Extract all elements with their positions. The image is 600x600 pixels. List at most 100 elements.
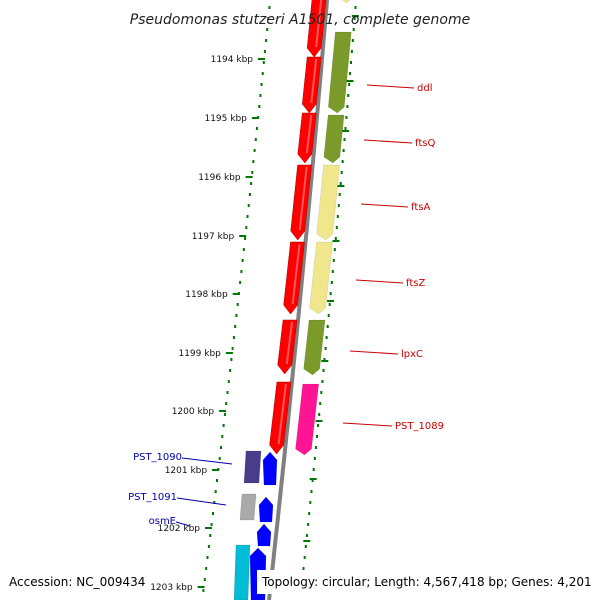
- guide-dot: [252, 160, 255, 163]
- feature-block-cyan: [233, 544, 251, 600]
- tick-mark: [239, 235, 247, 237]
- guide-dot: [242, 248, 245, 251]
- tick-mark: [197, 586, 205, 588]
- guide-dot: [253, 149, 256, 152]
- guide-dot: [255, 127, 258, 130]
- guide-dot: [221, 435, 224, 438]
- guide-dot: [212, 512, 214, 515]
- guide-dot: [302, 567, 305, 570]
- guide-dot: [321, 380, 324, 383]
- tick-label: 1197 kbp: [192, 232, 235, 242]
- gene-labels: ddl ftsQ ftsA ftsZ lpxC PST_1089 PST_1090 PST_1…: [128, 83, 444, 527]
- gene-label-lpxc: lpxC: [401, 349, 423, 360]
- guide-dot: [240, 270, 243, 273]
- guide-dot: [222, 424, 225, 427]
- gene-arrow-up: [258, 496, 274, 523]
- guide-dash: [351, 15, 359, 17]
- guide-dot: [345, 116, 348, 119]
- guide-dot: [332, 259, 335, 262]
- backbone-line: [267, 0, 329, 600]
- guide-dot: [347, 94, 350, 97]
- guide-dot: [260, 83, 263, 86]
- cds-highlight: [277, 383, 287, 445]
- guide-dot: [322, 369, 325, 372]
- tick-label: 1194 kbp: [211, 55, 254, 65]
- tick-label: 1202 kbp: [158, 524, 201, 534]
- guide-dot: [245, 226, 248, 229]
- tick-label: 1196 kbp: [198, 173, 241, 183]
- guide-dot: [336, 215, 339, 218]
- cds-highlight: [310, 58, 318, 104]
- guide-dot: [265, 39, 268, 42]
- guide-dot: [312, 468, 315, 471]
- feature-block: [323, 114, 345, 164]
- guide-dot: [235, 314, 238, 317]
- guide-dot: [250, 182, 253, 185]
- guide-dot: [214, 490, 217, 493]
- guide-dot: [227, 380, 230, 383]
- tick-mark: [219, 410, 227, 412]
- cds-highlight: [305, 114, 313, 154]
- dotted-guide-rings: [202, 6, 359, 592]
- tick-label: 1203 kbp: [150, 583, 193, 593]
- tick-label: 1195 kbp: [204, 114, 247, 124]
- cds-highlight: [315, 0, 323, 48]
- cds-arrow: [290, 164, 312, 241]
- gene-leader-line: [363, 139, 413, 144]
- guide-dot: [234, 325, 237, 328]
- cds-arrow: [306, 0, 327, 58]
- guide-dot: [263, 50, 266, 53]
- cds-track: [233, 0, 327, 600]
- gene-leader-line: [360, 203, 409, 208]
- feature-track-right: [295, 0, 352, 456]
- guide-dot: [210, 523, 213, 526]
- feature-block: [295, 383, 320, 456]
- guide-dash: [332, 240, 340, 242]
- tick-label: 1200 kbp: [172, 407, 215, 417]
- topology-text: Topology: circular; Length: 4,567,418 bp…: [261, 575, 592, 589]
- gene-label-ftsa: ftsA: [411, 202, 430, 213]
- guide-dot: [216, 479, 218, 482]
- cds-arrow: [297, 112, 317, 164]
- guide-dot: [327, 314, 330, 317]
- cds-highlight: [285, 321, 294, 365]
- genome-backbone: [267, 0, 329, 600]
- guide-dot: [304, 545, 307, 548]
- guide-dot: [307, 523, 310, 526]
- gene-leader-line: [355, 279, 404, 284]
- feature-block: [316, 164, 340, 241]
- guide-dot: [311, 479, 314, 482]
- gene-label-ddl: ddl: [417, 83, 432, 94]
- gene-label-pst_1091: PST_1091: [128, 492, 177, 503]
- gene-label-ftsz: ftsZ: [406, 278, 425, 289]
- guide-dot: [313, 457, 316, 460]
- guide-dot: [258, 105, 261, 108]
- gene-leader-line: [175, 521, 191, 527]
- guide-dot: [223, 413, 226, 416]
- gene-label-pst_1090: PST_1090: [133, 452, 182, 463]
- guide-dot: [326, 325, 329, 328]
- guide-dot: [330, 281, 333, 284]
- guide-dot: [349, 72, 352, 75]
- guide-dot: [334, 237, 337, 240]
- guide-dot: [316, 435, 318, 438]
- gene-leader-line: [342, 422, 393, 427]
- guide-dash: [303, 540, 311, 542]
- guide-dot: [342, 149, 345, 152]
- tick-label: 1199 kbp: [178, 349, 221, 359]
- guide-dot: [320, 391, 323, 394]
- guide-dot: [348, 83, 351, 86]
- guide-dot: [350, 50, 353, 53]
- gene-leader-line: [349, 350, 399, 355]
- guide-dash: [346, 80, 354, 82]
- guide-dash: [315, 420, 323, 422]
- guide-dot: [333, 248, 336, 251]
- gene-leader-line: [366, 84, 415, 89]
- feature-block-gray: [239, 493, 257, 521]
- guide-dot: [218, 457, 221, 460]
- guide-dot: [344, 127, 347, 130]
- guide-dot: [303, 556, 306, 559]
- gene-label-osme: osmE: [149, 516, 176, 527]
